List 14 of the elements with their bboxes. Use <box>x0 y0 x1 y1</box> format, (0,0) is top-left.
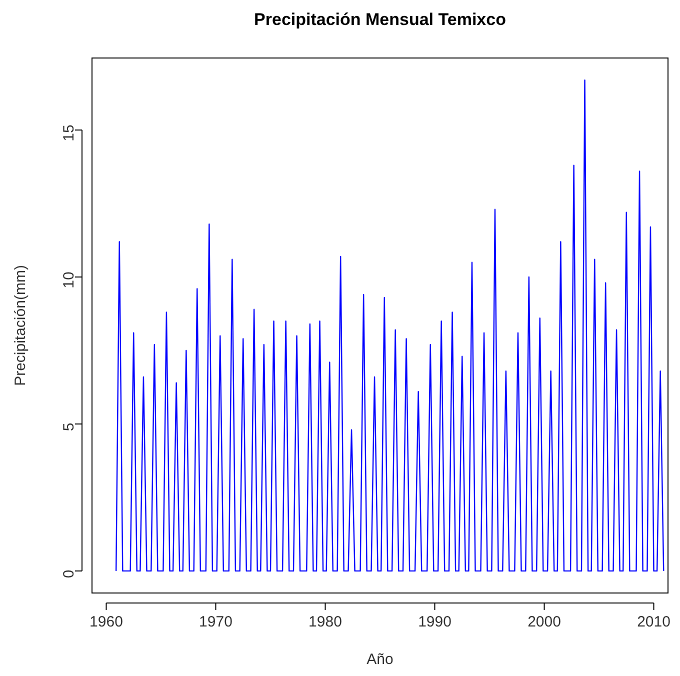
x-tick-label: 2010 <box>637 614 670 631</box>
chart-title: Precipitación Mensual Temixco <box>254 10 506 29</box>
y-tick-label: 10 <box>60 272 78 288</box>
y-tick-label: 5 <box>60 422 78 432</box>
y-axis-title: Precipitación(mm) <box>12 265 29 386</box>
x-tick-label: 1960 <box>90 614 123 631</box>
x-tick-label: 1970 <box>199 614 232 631</box>
x-axis-title: Año <box>366 651 394 668</box>
x-tick-label: 1980 <box>308 614 342 631</box>
x-tick-label: 2000 <box>528 614 561 631</box>
line-series <box>115 79 664 572</box>
y-tick-label: 15 <box>60 124 78 142</box>
y-tick-label: 0 <box>60 570 78 578</box>
x-tick-label: 1990 <box>418 614 452 631</box>
